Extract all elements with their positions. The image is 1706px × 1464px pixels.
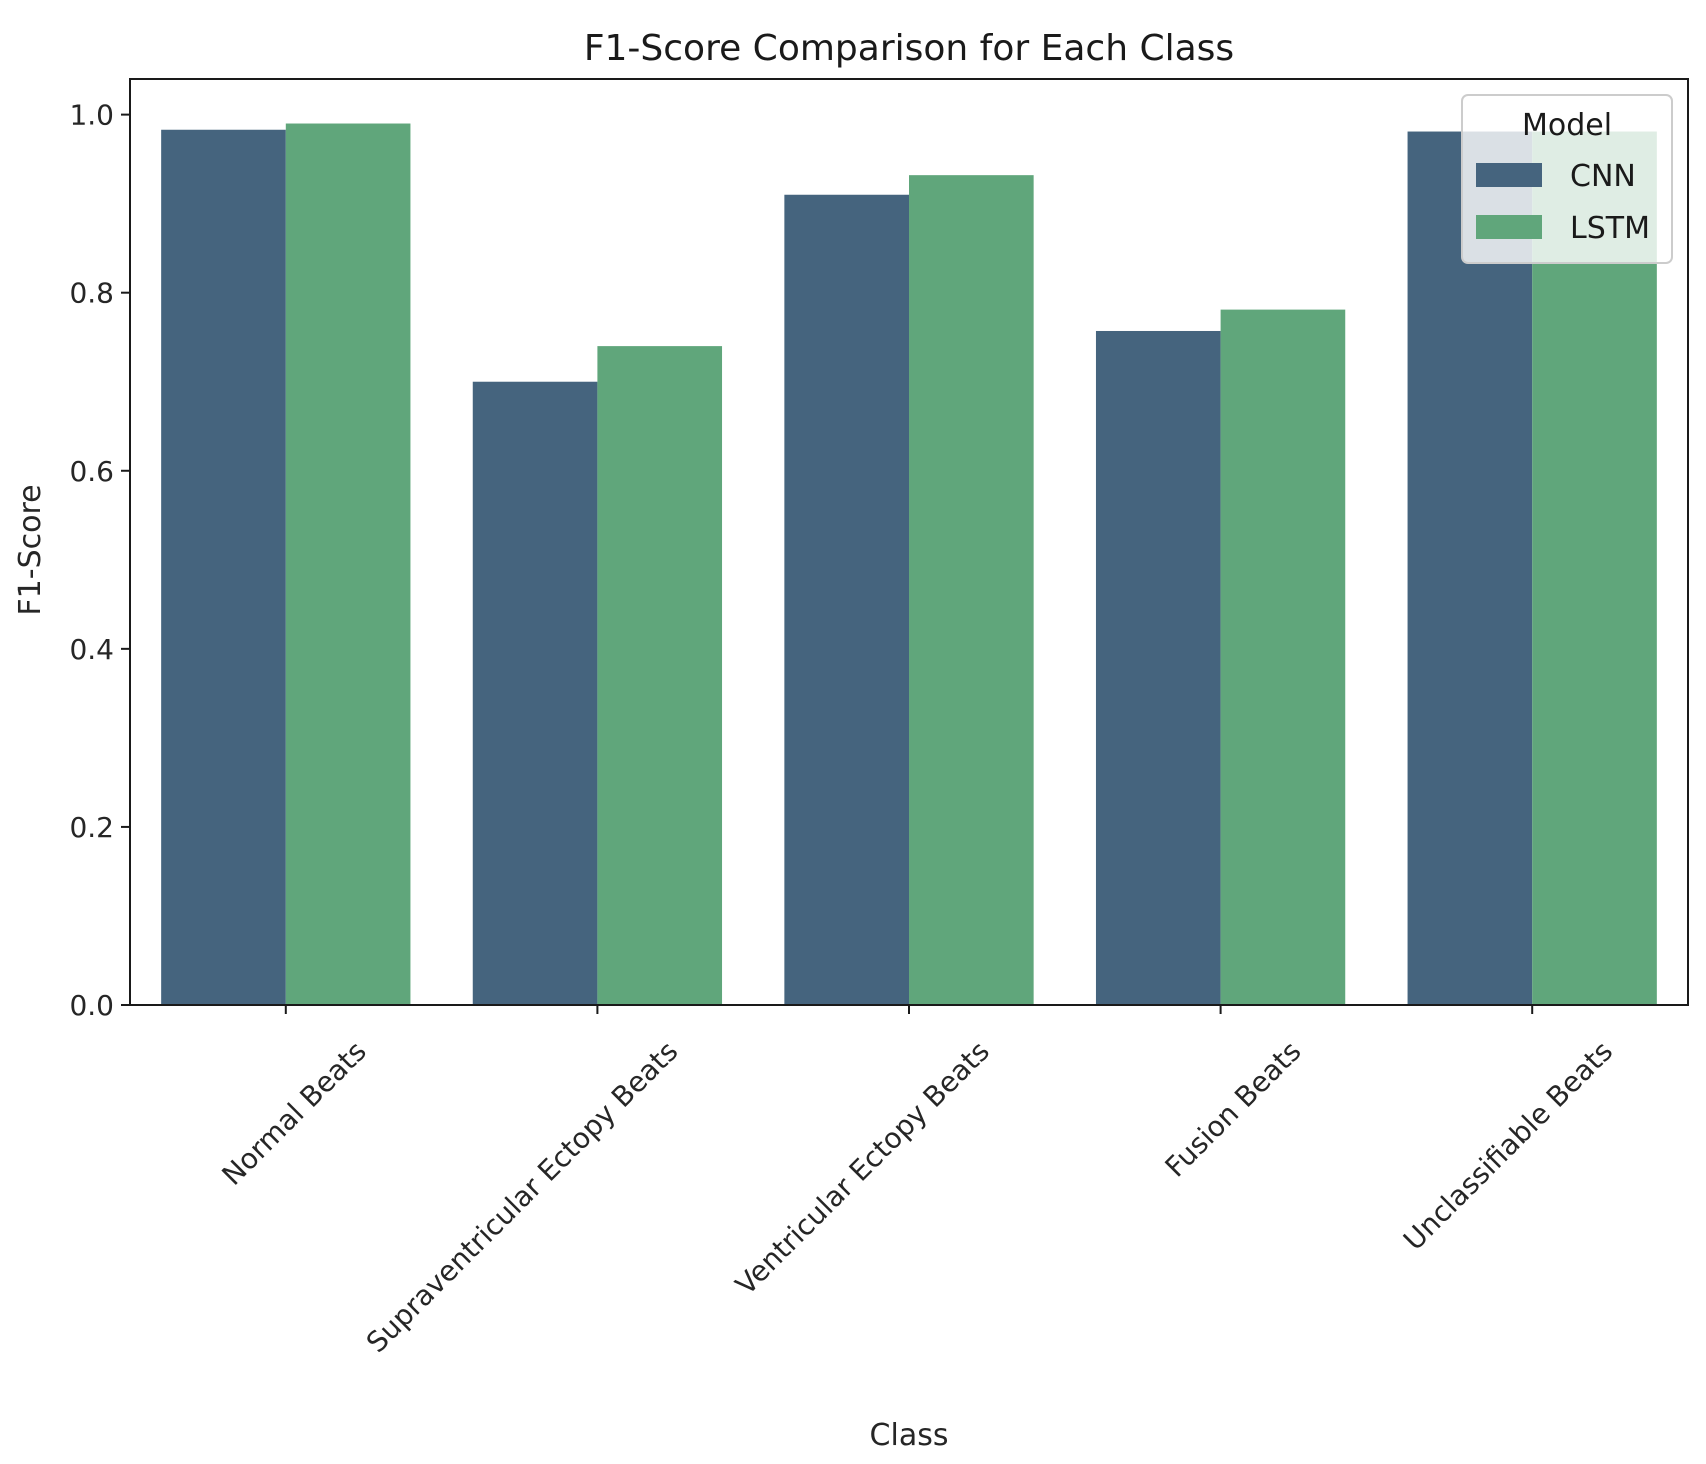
legend-swatch-lstm	[1476, 215, 1542, 239]
legend-title: Model	[1522, 108, 1612, 143]
x-axis-title: Class	[870, 1418, 949, 1453]
legend-label-lstm: LSTM	[1570, 211, 1650, 246]
legend-swatch-cnn	[1476, 163, 1542, 187]
x-tick-label: Unclassifiable Beats	[1397, 1035, 1619, 1257]
bar-lstm-2	[597, 346, 723, 1005]
y-tick-label: 0.8	[69, 277, 114, 310]
x-tick-label: Normal Beats	[216, 1035, 373, 1192]
y-tick-label: 0.0	[69, 989, 114, 1022]
bar-cnn-3	[784, 194, 909, 1005]
y-tick-label: 0.4	[69, 633, 114, 666]
y-ticks: 0.0 0.2 0.4 0.6 0.8 1.0	[69, 99, 130, 1022]
y-axis-title: F1-Score	[13, 484, 48, 615]
bar-lstm-1	[285, 123, 411, 1005]
y-tick-label: 0.2	[69, 811, 114, 844]
legend-label-cnn: CNN	[1570, 159, 1636, 194]
y-tick-label: 1.0	[69, 99, 114, 132]
legend: Model CNN LSTM	[1461, 94, 1673, 264]
x-tick-label: Fusion Beats	[1159, 1035, 1308, 1184]
bar-lstm-5	[1532, 131, 1657, 1005]
bar-cnn-2	[472, 381, 598, 1006]
bar-cnn-1	[161, 129, 286, 1005]
bar-cnn-5	[1407, 131, 1533, 1005]
bar-cnn-4	[1095, 330, 1221, 1006]
bar-lstm-3	[909, 175, 1034, 1005]
y-tick-label: 0.6	[69, 455, 114, 488]
bar-lstm-4	[1220, 309, 1346, 1005]
bars-layer	[161, 123, 1657, 1006]
chart-title: F1-Score Comparison for Each Class	[584, 28, 1234, 69]
x-tick-label: Ventricular Ectopy Beats	[729, 1035, 996, 1302]
x-tick-label: Supraventricular Ectopy Beats	[360, 1035, 684, 1359]
